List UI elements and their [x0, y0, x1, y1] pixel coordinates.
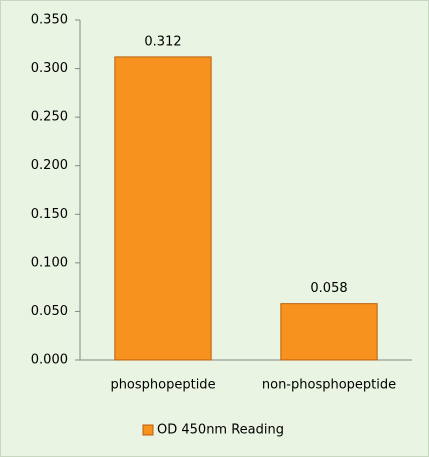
- x-tick-label: non-phosphopeptide: [262, 378, 396, 393]
- y-tick-label: 0.050: [31, 304, 68, 319]
- y-tick-label: 0.350: [31, 13, 68, 28]
- legend-label: OD 450nm Reading: [157, 423, 284, 438]
- bar: [280, 303, 378, 361]
- legend-swatch: [142, 424, 154, 436]
- y-tick-label: 0.100: [31, 255, 68, 270]
- y-tick-label: 0.000: [31, 353, 68, 368]
- data-label: 0.312: [144, 34, 181, 49]
- y-tick-label: 0.150: [31, 207, 68, 222]
- y-tick-label: 0.250: [31, 110, 68, 125]
- x-tick-label: phosphopeptide: [110, 378, 215, 393]
- y-tick-label: 0.300: [31, 61, 68, 76]
- y-tick-label: 0.200: [31, 158, 68, 173]
- data-label: 0.058: [310, 281, 347, 296]
- bar: [114, 56, 212, 361]
